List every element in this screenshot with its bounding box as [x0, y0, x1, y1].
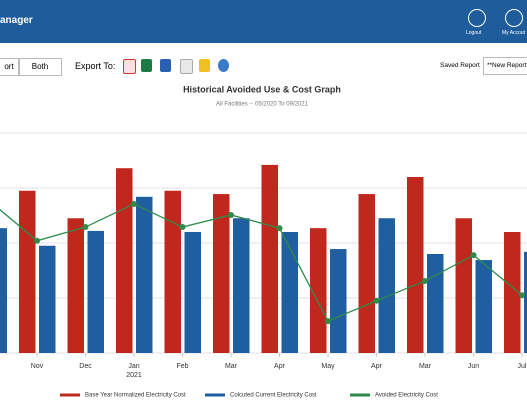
- x-tick-label: Mar: [225, 363, 238, 370]
- legend-label: Avoided Electricity Cost: [375, 393, 438, 399]
- line-point: [34, 237, 40, 244]
- bar: [87, 230, 104, 353]
- bar: [427, 254, 444, 353]
- bar: [330, 249, 347, 353]
- logout-label[interactable]: Logout: [466, 30, 482, 36]
- x-tick-sublabel: 2021: [126, 372, 142, 379]
- excel-icon[interactable]: [141, 59, 152, 72]
- app-title: anager: [0, 15, 33, 26]
- bar: [184, 232, 201, 353]
- toggle-button[interactable]: Both: [18, 58, 62, 76]
- x-tick-label: Apr: [371, 363, 383, 370]
- logout-icon[interactable]: [468, 9, 486, 27]
- bar: [213, 194, 230, 353]
- line-point: [82, 224, 89, 231]
- export-label: Export To:: [75, 61, 116, 71]
- bar: [407, 177, 424, 353]
- line-point: [373, 297, 380, 304]
- bar: [504, 232, 521, 353]
- bar: [475, 260, 492, 353]
- bar: [19, 190, 36, 353]
- bar: [0, 228, 7, 353]
- x-tick-label: Feb: [176, 363, 188, 370]
- bar: [116, 168, 133, 353]
- legend-label: Colcuted Current Electricity Cost: [230, 393, 317, 399]
- csv-icon[interactable]: [180, 59, 193, 74]
- chart-subtitle: All Facilities -- 05/2020 To 09/2021: [216, 102, 309, 108]
- line-point: [179, 224, 186, 231]
- x-tick-label: Dec: [79, 363, 92, 370]
- x-tick-label: Nov: [31, 363, 44, 370]
- bar: [358, 194, 375, 353]
- x-tick-label: Apr: [274, 363, 286, 370]
- bar: [281, 232, 298, 353]
- bar: [310, 228, 327, 353]
- account-label[interactable]: My Accout: [502, 30, 526, 36]
- bar: [233, 218, 250, 353]
- bar: [455, 218, 472, 353]
- bar: [378, 218, 395, 353]
- line-point: [325, 318, 331, 325]
- bar: [164, 190, 181, 353]
- word-icon[interactable]: [160, 59, 171, 72]
- x-tick-label: Jun: [468, 363, 479, 370]
- line-point: [131, 200, 137, 207]
- x-tick-label: Jan: [128, 363, 139, 370]
- line-point: [422, 277, 428, 284]
- line-point: [228, 211, 234, 218]
- saved-report-label: Saved Report: [440, 62, 480, 69]
- bar: [136, 196, 153, 353]
- bar: [524, 251, 527, 353]
- bar: [39, 245, 56, 353]
- pdf-icon[interactable]: [123, 59, 136, 74]
- chart-title: Historical Avoided Use & Cost Graph: [183, 84, 341, 94]
- legend-label: Base Year Normalized Electricity Cost: [85, 393, 186, 399]
- toggle-button[interactable]: ort: [0, 58, 20, 76]
- email-icon[interactable]: [199, 59, 210, 72]
- line-point: [276, 225, 283, 232]
- account-icon[interactable]: [505, 9, 523, 27]
- bar: [67, 218, 84, 353]
- line-point: [470, 252, 477, 259]
- header: anager Logout My Accout: [0, 0, 527, 43]
- x-tick-label: Jul: [518, 363, 527, 370]
- x-tick-label: Mar: [419, 363, 432, 370]
- line-point: [519, 292, 525, 299]
- chat-icon[interactable]: [218, 59, 229, 72]
- line: [0, 203, 523, 322]
- x-tick-label: May: [321, 363, 335, 370]
- saved-report-select[interactable]: **New Report**: [483, 57, 527, 75]
- bar: [261, 164, 278, 353]
